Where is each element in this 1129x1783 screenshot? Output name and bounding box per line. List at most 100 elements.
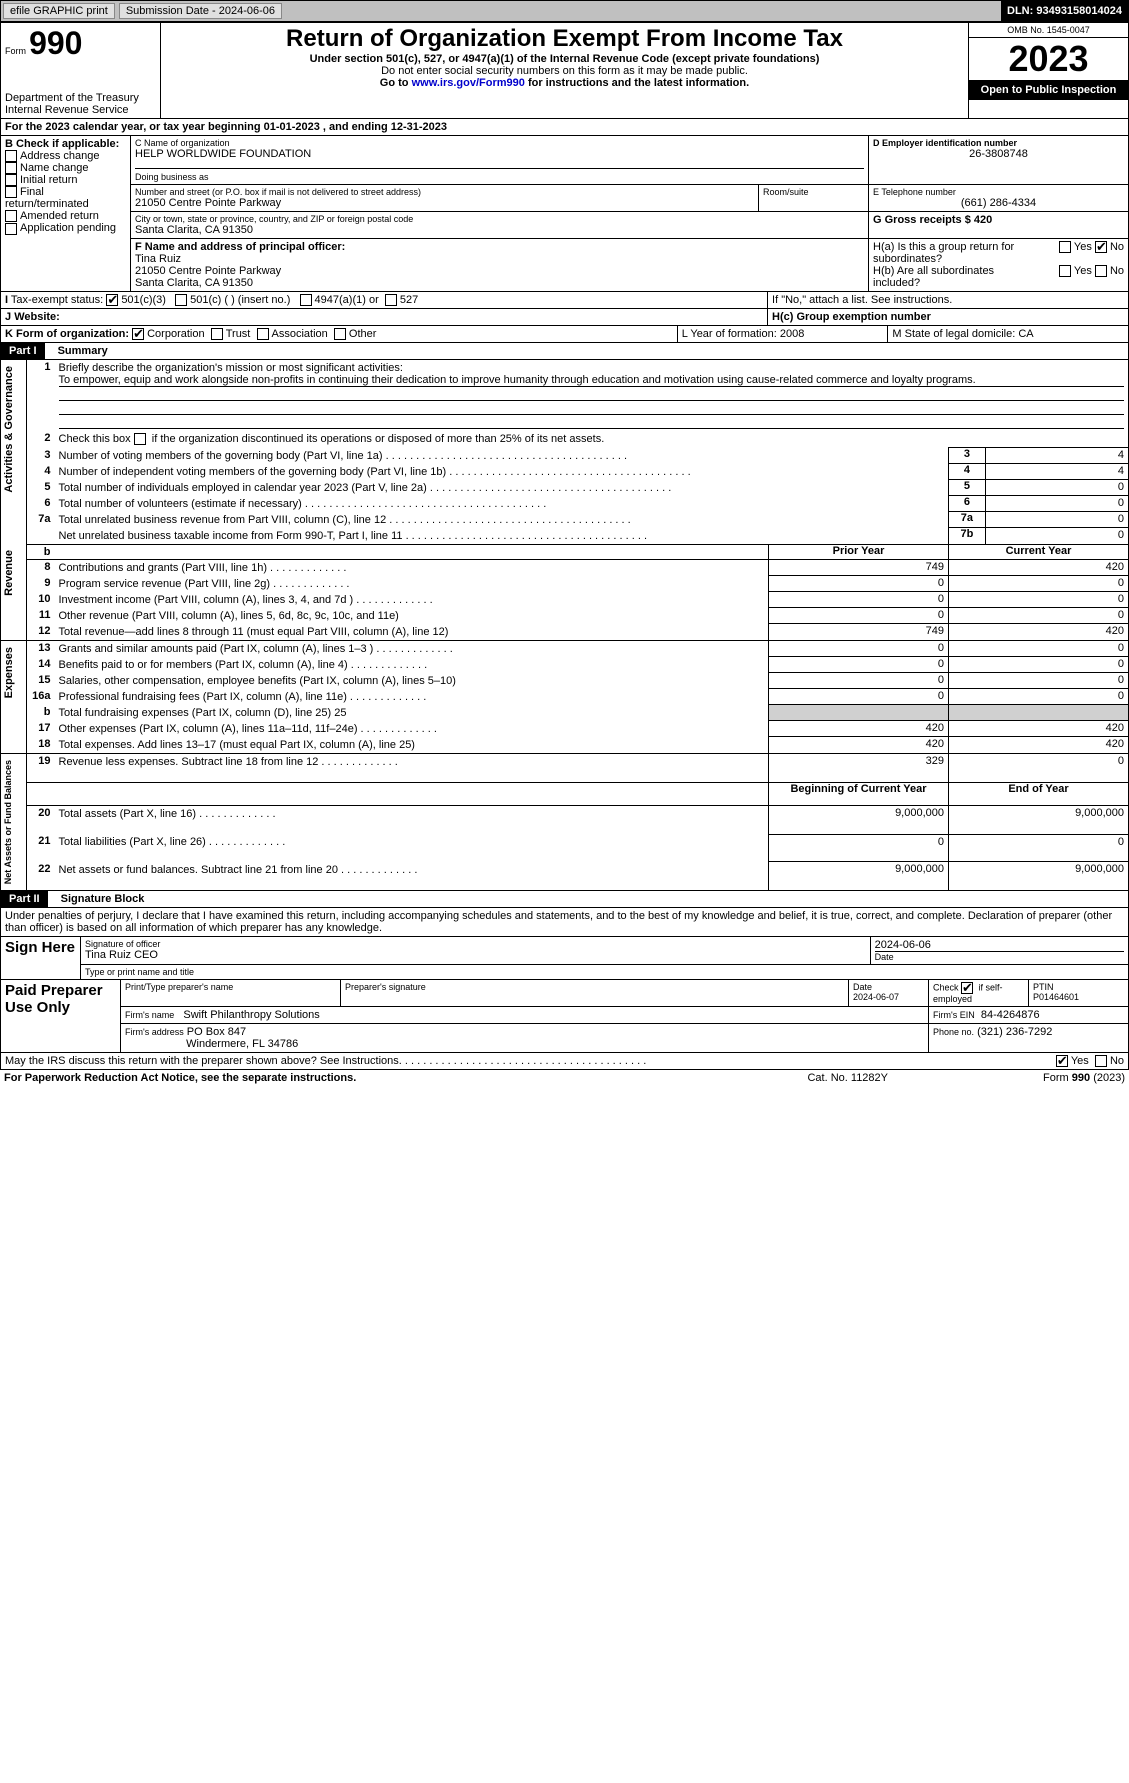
chk-address-change[interactable] [5, 150, 17, 162]
chk-self-employed[interactable] [961, 982, 973, 994]
chk-amended[interactable] [5, 210, 17, 222]
efile-print-button[interactable]: efile GRAPHIC print [3, 3, 115, 19]
phone-value: (321) 236-7292 [977, 1026, 1052, 1038]
chk-name-change[interactable] [5, 162, 17, 174]
org-name: HELP WORLDWIDE FOUNDATION [135, 148, 864, 160]
val-7a: 0 [985, 512, 1128, 528]
ha-no: No [1110, 241, 1124, 253]
chk-assoc[interactable] [257, 328, 269, 340]
val-7b: 0 [985, 528, 1128, 545]
val-5: 0 [985, 480, 1128, 496]
e14c: 0 [949, 657, 1129, 673]
ptin-value: P01464601 [1033, 992, 1079, 1002]
firm-ein: 84-4264876 [981, 1009, 1040, 1021]
r10p: 0 [769, 592, 949, 608]
e15c: 0 [949, 673, 1129, 689]
chk-other[interactable] [334, 328, 346, 340]
chk-app-pending[interactable] [5, 223, 17, 235]
firm-name-label: Firm's name [125, 1010, 174, 1020]
firm-ein-label: Firm's EIN [933, 1010, 975, 1020]
chk-501c3[interactable] [106, 294, 118, 306]
l7a-text: Total unrelated business revenue from Pa… [55, 512, 949, 528]
form-footer-pre: Form [1043, 1072, 1072, 1084]
n20b: 9,000,000 [769, 805, 949, 834]
l5-text: Total number of individuals employed in … [55, 480, 949, 496]
part1-title: Summary [48, 345, 108, 357]
opt-501c3: 501(c)(3) [121, 294, 166, 306]
prep-date-label: Date [853, 982, 872, 992]
chk-discontinued[interactable] [134, 433, 146, 445]
l4-text: Number of independent voting members of … [55, 464, 949, 480]
grey-16b-c [949, 705, 1129, 721]
l20-text: Total assets (Part X, line 16) [55, 805, 769, 834]
ln-7b [27, 528, 55, 545]
l16b-text: Total fundraising expenses (Part IX, col… [55, 705, 769, 721]
e19c: 0 [949, 753, 1129, 783]
l6-text: Total number of volunteers (estimate if … [55, 496, 949, 512]
box-b-label: B Check if applicable: [5, 138, 126, 150]
r8c: 420 [949, 559, 1129, 576]
cat-no: Cat. No. 11282Y [755, 1070, 940, 1086]
chk-corp[interactable] [132, 328, 144, 340]
chk-initial-return[interactable] [5, 174, 17, 186]
chk-irs-no[interactable] [1095, 1055, 1107, 1067]
ln-na-hdr [27, 783, 55, 806]
ln-11: 11 [27, 608, 55, 624]
l19-text: Revenue less expenses. Subtract line 18 … [55, 753, 769, 783]
ln-2: 2 [27, 431, 55, 448]
paid-preparer-label: Paid Preparer Use Only [1, 980, 121, 1053]
perjury-declaration: Under penalties of perjury, I declare th… [0, 907, 1129, 936]
chk-irs-yes[interactable] [1056, 1055, 1068, 1067]
l15-text: Salaries, other compensation, employee b… [55, 673, 769, 689]
val-3: 4 [985, 448, 1128, 464]
chk-hb-no[interactable] [1095, 265, 1107, 277]
chk-final-return[interactable] [5, 186, 17, 198]
signature-table: Sign Here Signature of officer Tina Ruiz… [0, 936, 1129, 980]
chk-527[interactable] [385, 294, 397, 306]
e13c: 0 [949, 640, 1129, 657]
e16ac: 0 [949, 689, 1129, 705]
val-4: 4 [985, 464, 1128, 480]
ln-4: 4 [27, 464, 55, 480]
irs-no: No [1110, 1055, 1124, 1067]
ptin-label: PTIN [1033, 982, 1054, 992]
telephone: (661) 286-4334 [873, 197, 1124, 209]
tax-year: 2023 [969, 38, 1128, 80]
blank-line-1 [59, 387, 1125, 401]
col-end: End of Year [949, 783, 1129, 806]
part2-header-row: Part II Signature Block [0, 891, 1129, 907]
irs-link[interactable]: www.irs.gov/Form990 [412, 77, 525, 89]
ln-6: 6 [27, 496, 55, 512]
l14-text: Benefits paid to or for members (Part IX… [55, 657, 769, 673]
open-public-badge: Open to Public Inspection [969, 80, 1128, 100]
opt-assoc: Association [272, 328, 328, 340]
chk-trust[interactable] [211, 328, 223, 340]
prep-name-label: Print/Type preparer's name [121, 980, 341, 1007]
part1-header-row: Part I Summary [0, 343, 1129, 359]
l1-label: Briefly describe the organization's miss… [59, 362, 403, 374]
chk-ha-no[interactable] [1095, 241, 1107, 253]
l11-text: Other revenue (Part VIII, column (A), li… [55, 608, 769, 624]
chk-4947[interactable] [300, 294, 312, 306]
l16a-text: Professional fundraising fees (Part IX, … [55, 689, 769, 705]
h-c-label: H(c) Group exemption number [768, 309, 1129, 326]
klm-row: K Form of organization: Corporation Trus… [0, 326, 1129, 343]
opt-address-change: Address change [20, 150, 100, 162]
opt-527: 527 [400, 294, 418, 306]
chk-501c[interactable] [175, 294, 187, 306]
box-j-prefix: J [5, 311, 11, 323]
ssn-warning: Do not enter social security numbers on … [165, 65, 964, 77]
e14p: 0 [769, 657, 949, 673]
blank-cell [55, 544, 769, 559]
chk-ha-yes[interactable] [1059, 241, 1071, 253]
side-activities: Activities & Governance [1, 360, 17, 499]
l22-text: Net assets or fund balances. Subtract li… [55, 862, 769, 891]
website-label: Website: [14, 311, 60, 323]
box-7b: 7b [949, 528, 986, 545]
chk-hb-yes[interactable] [1059, 265, 1071, 277]
officer-addr1: 21050 Centre Pointe Parkway [135, 265, 864, 277]
box-5: 5 [949, 480, 986, 496]
ln-blank: b [27, 544, 55, 559]
ln-9: 9 [27, 576, 55, 592]
e18p: 420 [769, 737, 949, 754]
